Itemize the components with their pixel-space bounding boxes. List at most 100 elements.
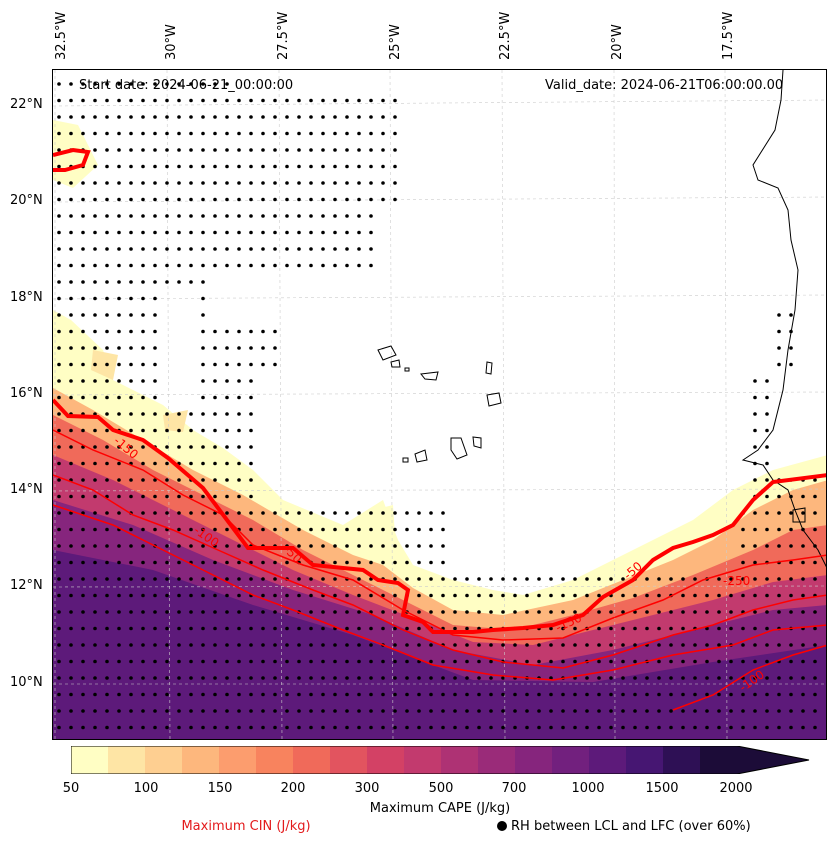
rh-dot <box>333 676 337 680</box>
rh-dot <box>693 610 697 614</box>
rh-dot <box>69 230 73 235</box>
rh-dot <box>429 577 433 581</box>
rh-dot <box>249 412 253 416</box>
rh-dot <box>777 593 781 598</box>
rh-dot <box>141 445 145 449</box>
rh-dot <box>93 593 97 598</box>
rh-dot <box>393 643 397 647</box>
rh-dot <box>549 626 553 631</box>
rh-dot <box>249 148 253 152</box>
rh-dot <box>453 709 457 713</box>
rh-dot <box>153 560 157 565</box>
rh-dot <box>69 362 73 367</box>
rh-dot <box>345 181 349 185</box>
rh-dot <box>81 131 85 136</box>
rh-dot <box>669 692 673 697</box>
rh-dot <box>201 709 205 713</box>
rh-dot <box>381 98 385 103</box>
rh-dot <box>117 659 121 664</box>
rh-dot <box>177 98 181 103</box>
rh-dot <box>417 643 421 647</box>
cape-colorbar <box>71 746 810 774</box>
rh-dot <box>57 527 61 532</box>
rh-dot <box>717 725 721 730</box>
rh-dot <box>381 593 385 598</box>
rh-dot <box>153 115 157 119</box>
rh-dot <box>117 478 121 482</box>
rh-dot <box>189 610 193 614</box>
rh-dot <box>213 329 217 334</box>
rh-dot <box>585 577 589 581</box>
rh-dot <box>93 511 97 515</box>
rh-dot <box>261 214 265 218</box>
rh-dot <box>813 692 817 697</box>
rh-dot <box>669 643 673 647</box>
rh-dot <box>213 98 217 103</box>
rh-dot <box>525 659 529 664</box>
rh-dot <box>141 478 145 482</box>
rh-dot <box>753 676 757 680</box>
rh-dot <box>129 560 133 565</box>
rh-dot <box>357 725 361 730</box>
lon-label-17-5w: 17.5°W <box>721 11 736 60</box>
rh-dot <box>201 527 205 532</box>
rh-dot <box>225 181 229 185</box>
rh-dot <box>441 725 445 730</box>
rh-dot <box>81 98 85 103</box>
rh-dot <box>285 214 289 218</box>
rh-dot <box>129 593 133 598</box>
rh-dot <box>249 98 253 103</box>
rh-dot <box>429 593 433 598</box>
rh-dot <box>453 643 457 647</box>
rh-dot <box>357 659 361 664</box>
rh-dot <box>273 164 277 169</box>
rh-dot <box>129 709 133 713</box>
rh-dot <box>417 692 421 697</box>
rh-dot <box>129 164 133 169</box>
rh-dot <box>93 544 97 548</box>
rh-dot <box>369 560 373 565</box>
rh-dot <box>657 709 661 713</box>
valid-date-label: Valid_date: 2024-06-21T06:00:00.00 <box>545 78 784 93</box>
rh-dot <box>333 610 337 614</box>
rh-dot <box>141 329 145 334</box>
africa-coast <box>741 70 826 568</box>
rh-dot <box>177 511 181 515</box>
rh-dot <box>801 659 805 664</box>
rh-dot <box>417 610 421 614</box>
rh-dot <box>285 181 289 185</box>
rh-dot <box>273 593 277 598</box>
rh-dot <box>765 577 769 581</box>
cape-map: -150 -100 -50 -250 -150 -50 -100 <box>52 69 827 740</box>
rh-dot <box>81 296 85 301</box>
rh-dot <box>213 461 217 466</box>
rh-dot <box>285 626 289 631</box>
rh-dot <box>81 247 85 251</box>
rh-dot <box>717 577 721 581</box>
rh-dot <box>153 709 157 713</box>
rh-dot <box>453 676 457 680</box>
rh-dot <box>513 610 517 614</box>
rh-dot <box>297 725 301 730</box>
rh-dot <box>285 98 289 103</box>
rh-dot <box>57 709 61 713</box>
rh-dot <box>285 709 289 713</box>
rh-dot <box>765 461 769 466</box>
rh-dot <box>453 659 457 664</box>
cape-band-15 <box>53 550 826 739</box>
rh-dot <box>189 131 193 136</box>
rh-dot <box>117 164 121 169</box>
rh-dot <box>777 362 781 367</box>
rh-dot <box>81 593 85 598</box>
rh-dot <box>93 676 97 680</box>
rh-dot <box>741 709 745 713</box>
rh-dot <box>381 527 385 532</box>
colorbar-tick-100: 100 <box>133 781 159 796</box>
rh-dot <box>777 725 781 730</box>
rh-dot <box>81 362 85 367</box>
rh-dot <box>453 626 457 631</box>
rh-dot <box>261 676 265 680</box>
rh-dot <box>429 610 433 614</box>
rh-dot <box>129 379 133 383</box>
rh-dot <box>741 560 745 565</box>
